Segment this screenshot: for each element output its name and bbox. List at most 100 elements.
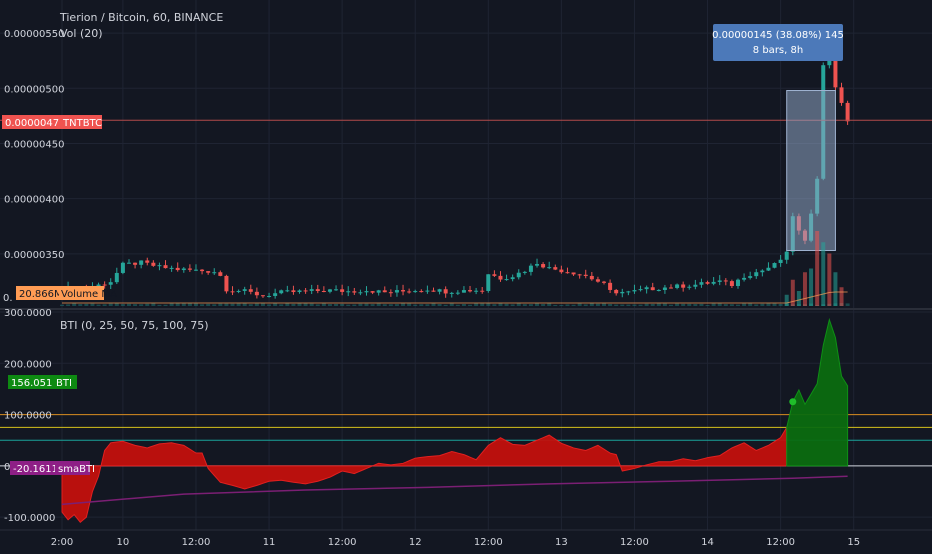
volume-bar [644, 303, 649, 306]
x-tick-label: 14 [701, 537, 714, 548]
candle-body [845, 102, 850, 122]
sma-name-box [55, 461, 90, 475]
candle-body [437, 289, 442, 292]
volume-bar [547, 303, 552, 306]
volume-bar [589, 303, 594, 306]
volume-bar [845, 303, 850, 306]
volume-bar [315, 304, 320, 306]
volume-bar [96, 304, 101, 306]
volume-bar [66, 304, 71, 306]
candle-body [474, 290, 479, 292]
bti-signal-dot [789, 398, 797, 406]
volume-bar [200, 304, 205, 306]
volume-bar [541, 304, 546, 306]
candle-body [382, 290, 387, 293]
candle-body [650, 287, 655, 291]
volume-bar [376, 303, 381, 306]
last-price-symbol: TNTBTC [62, 118, 102, 129]
volume-ma-line [62, 291, 848, 304]
candle-body [547, 267, 552, 269]
volume-bar [675, 303, 680, 306]
volume-bar [729, 304, 734, 306]
bti-tick-label: 300.0000 [4, 308, 52, 319]
candle-body [303, 290, 308, 292]
symbol-title[interactable]: Tierion / Bitcoin, 60, BINANCE [59, 11, 223, 24]
bti-name-box [53, 375, 77, 389]
volume-bar [735, 304, 740, 306]
x-tick-label: 2:00 [51, 537, 73, 548]
candle-body [218, 272, 223, 276]
candle-body [126, 262, 131, 264]
candle-body [717, 280, 722, 282]
candle-body [772, 263, 777, 268]
candle-body [528, 265, 533, 272]
bti-tick-label: -100.0000 [4, 513, 55, 524]
volume-bar [297, 303, 302, 306]
volume-bar [504, 303, 509, 306]
bti-value-box [8, 375, 53, 389]
candle-body [681, 284, 686, 288]
candle-body [224, 275, 229, 292]
candle-body [498, 275, 503, 280]
candle-body [839, 87, 844, 103]
candle-body [376, 290, 381, 293]
volume-spike-bar [839, 287, 844, 306]
candle-body [669, 287, 673, 289]
candle-body [388, 292, 393, 294]
last-price-value: 0.00000471 [5, 118, 65, 129]
candle-body [187, 268, 192, 270]
volume-bar [364, 303, 369, 306]
volume-title[interactable]: Vol (20) [60, 27, 103, 40]
candle-body [181, 268, 186, 271]
bti-tick-label: 200.0000 [4, 359, 52, 370]
volume-bar [139, 304, 144, 306]
candle-body [675, 284, 680, 288]
candle-body [157, 265, 162, 267]
volume-bar [681, 303, 686, 306]
sma-value: -20.1611 [13, 464, 58, 475]
volume-bar [358, 303, 363, 306]
measure-box[interactable] [786, 89, 836, 252]
volume-bar [340, 303, 345, 306]
candle-body [602, 281, 607, 283]
volume-bar [602, 303, 607, 306]
candle-body [748, 276, 753, 278]
candle-body [583, 274, 588, 276]
candle-body [267, 295, 272, 297]
volume-bar [723, 304, 728, 306]
candle-body [571, 272, 576, 275]
volume-spike-bar [809, 268, 814, 306]
volume-bar [394, 304, 399, 306]
bti-title[interactable]: BTI (0, 25, 50, 75, 100, 75) [60, 319, 209, 332]
candle-body [480, 290, 485, 292]
sma-line [61, 475, 848, 506]
candle-body [656, 289, 661, 291]
candle-body [632, 290, 637, 292]
candle-body [577, 274, 582, 276]
candle-body [729, 281, 734, 287]
price-tick-label: 0.00000400 [4, 195, 64, 206]
bti-pane[interactable] [0, 317, 932, 524]
volume-bar [461, 303, 466, 306]
candle-body [352, 291, 357, 293]
candle-body [705, 282, 710, 284]
candle-body [419, 291, 424, 293]
volume-bar [291, 303, 296, 306]
candle-body [425, 290, 430, 292]
candle-body [151, 262, 156, 266]
candle-body [535, 264, 540, 266]
candle-body [260, 295, 265, 297]
x-tick-label: 15 [847, 537, 860, 548]
candle-body [455, 292, 460, 294]
x-tick-label: 10 [117, 537, 130, 548]
volume-bar [133, 304, 138, 306]
volume-spike-bar [784, 294, 789, 306]
volume-tag: 0. 20.866M Volume MA [3, 286, 117, 304]
price-pane[interactable] [0, 53, 932, 299]
volume-bar [595, 303, 600, 306]
volume-bar [437, 304, 442, 306]
candle-body [614, 289, 619, 294]
candle-body [492, 274, 497, 276]
